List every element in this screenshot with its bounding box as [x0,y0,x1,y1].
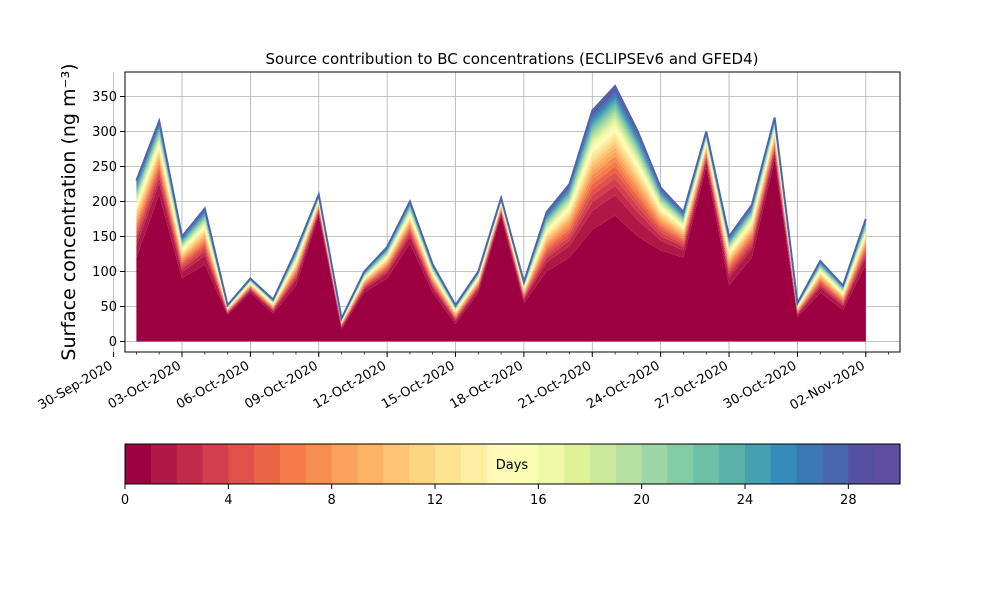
x-tick-label: 30-Oct-2020 [721,358,799,412]
x-tick-label: 06-Oct-2020 [174,358,252,412]
y-tick-label: 350 [92,90,117,105]
colorbar-swatch [615,444,643,484]
x-tick-label: 27-Oct-2020 [653,358,731,412]
y-tick-label: 250 [92,160,117,175]
plot-area: 0 50 100 150 200 250 300 350 30-Sep-202003-Oct-… [36,71,901,413]
colorbar-swatches [125,444,901,484]
y-tick-label: 300 [92,125,117,140]
colorbar-swatch [254,444,281,484]
x-axis: 30-Sep-202003-Oct-202006-Oct-202009-Oct-… [36,352,889,413]
area-day-0 [136,159,866,342]
colorbar-label: Days [496,458,529,473]
colorbar-tick-label: 24 [737,493,754,508]
colorbar-swatch [280,444,307,484]
colorbar-swatch [202,444,229,484]
colorbar-swatch [693,444,720,484]
colorbar-tick-label: 16 [530,493,547,508]
colorbar-tick-label: 12 [427,493,444,508]
x-tick-label: 02-Nov-2020 [788,358,868,413]
colorbar: Days 0 4 8 12 16 20 24 28 [121,443,901,508]
stacked-areas [135,84,867,342]
y-tick-label: 150 [92,230,117,245]
x-tick-label: 12-Oct-2020 [311,358,389,412]
chart-title: Source contribution to BC concentrations… [265,50,758,68]
y-tick-label: 50 [100,300,117,315]
y-tick-label: 0 [109,335,117,350]
total-outline [135,84,867,322]
colorbar-tick-label: 0 [121,493,129,508]
colorbar-swatch [538,444,565,484]
colorbar-swatch [745,444,772,484]
colorbar-swatch [564,444,591,484]
colorbar-swatch [435,444,462,484]
colorbar-swatch [641,444,669,484]
colorbar-tick-label: 8 [328,493,336,508]
colorbar-swatch [305,444,333,484]
y-axis: 0 50 100 150 200 250 300 350 [92,90,125,350]
y-tick-label: 200 [92,195,117,210]
colorbar-swatch [409,444,436,484]
x-tick-label: 03-Oct-2020 [106,358,184,412]
x-tick-label: 24-Oct-2020 [584,358,662,412]
colorbar-swatch [796,444,824,484]
colorbar-swatch [486,444,514,484]
colorbar-swatch [228,444,255,484]
x-tick-label: 21-Oct-2020 [516,358,594,412]
colorbar-swatch [874,444,901,484]
colorbar-swatch [719,444,746,484]
colorbar-swatch [383,444,410,484]
colorbar-swatch [667,444,694,484]
plot-frame [124,71,901,353]
colorbar-swatch [460,444,488,484]
colorbar-ticks: 0 4 8 12 16 20 24 28 [121,484,857,508]
x-tick-label: 15-Oct-2020 [379,358,457,412]
x-tick-label: 30-Sep-2020 [36,358,116,413]
colorbar-swatch [176,444,204,484]
y-axis-label: Surface concentration (ng m⁻³) [58,63,80,360]
colorbar-tick-label: 4 [224,493,232,508]
colorbar-tick-label: 28 [840,493,857,508]
colorbar-swatch [150,444,178,484]
colorbar-tick-label: 20 [633,493,650,508]
colorbar-swatch [822,444,849,484]
x-tick-label: 18-Oct-2020 [448,358,526,412]
colorbar-swatch [331,444,359,484]
colorbar-swatch [512,444,539,484]
colorbar-swatch [590,444,617,484]
x-tick-label: 09-Oct-2020 [242,358,320,412]
colorbar-swatch [357,444,384,484]
colorbar-swatch [770,444,798,484]
colorbar-swatch [125,444,152,484]
y-tick-label: 100 [92,265,117,280]
colorbar-swatch [848,444,875,484]
colorbar-frame [124,443,901,485]
